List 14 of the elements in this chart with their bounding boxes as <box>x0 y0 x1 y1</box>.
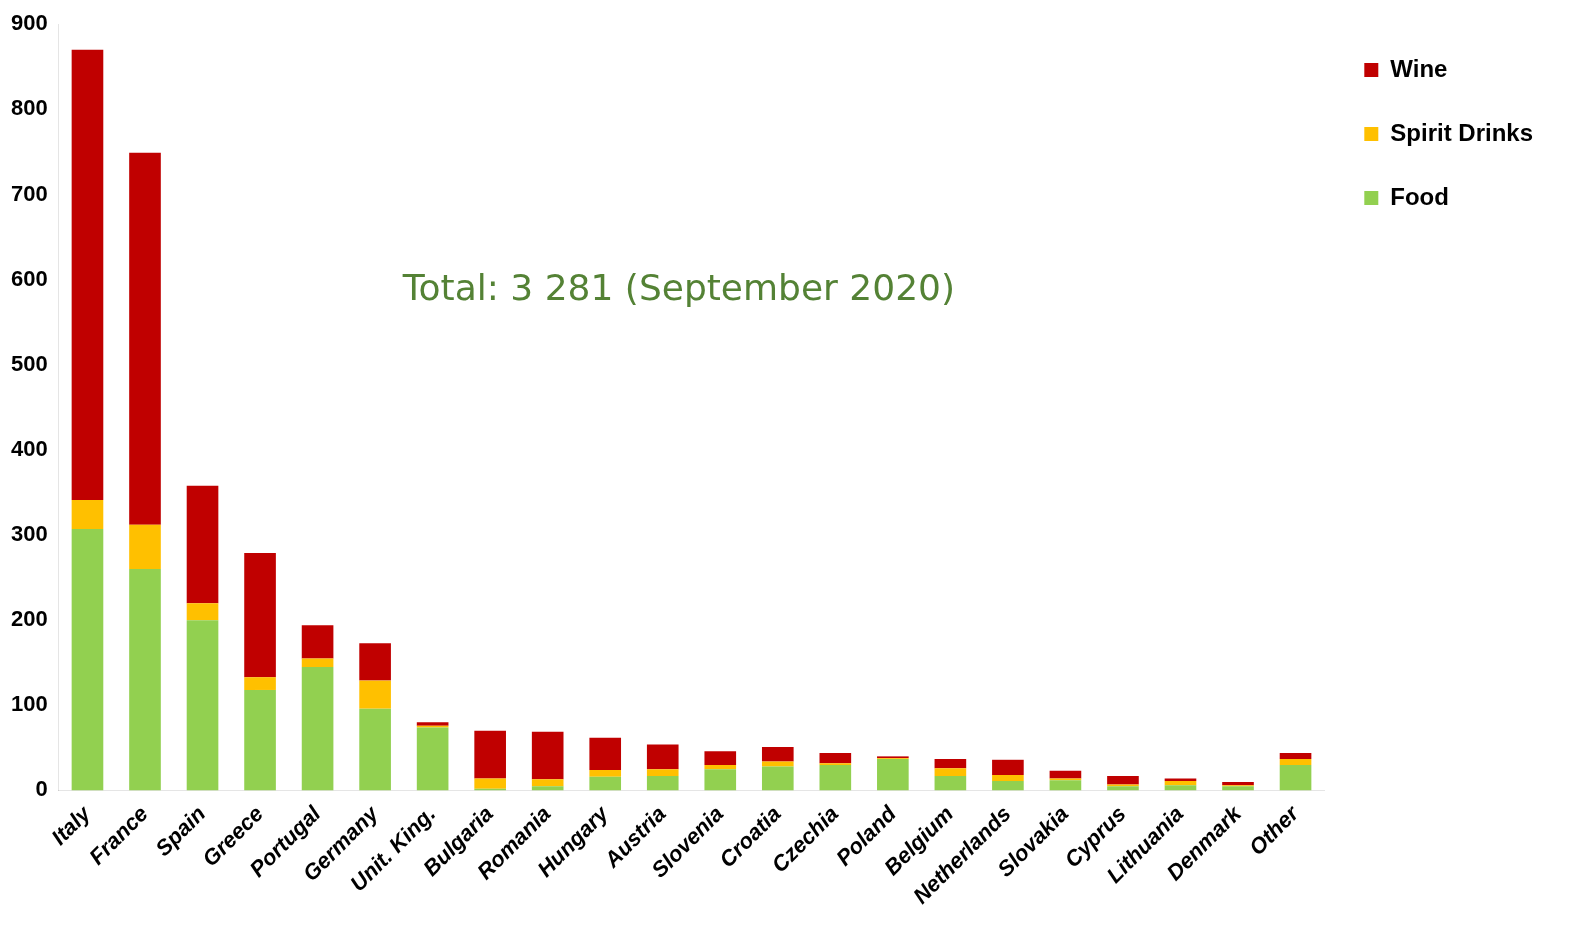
legend-label: Spirit Drinks <box>1390 118 1533 146</box>
annotation: Total: 3 281 (September 2020) <box>401 267 955 309</box>
y-tick-label: 400 <box>10 435 48 461</box>
y-tick-label: 200 <box>10 606 48 632</box>
y-tick-label: 300 <box>10 521 48 547</box>
legend-label: Wine <box>1390 54 1448 82</box>
legend-label: Food <box>1390 182 1449 210</box>
y-tick-label: 100 <box>10 691 48 717</box>
y-tick-label: 0 <box>35 776 48 802</box>
y-tick-label: 500 <box>10 350 48 376</box>
y-tick-label: 900 <box>10 10 48 36</box>
y-tick-label: 700 <box>10 180 48 206</box>
y-tick-label: 800 <box>10 95 48 121</box>
y-tick-label: 600 <box>10 265 48 291</box>
